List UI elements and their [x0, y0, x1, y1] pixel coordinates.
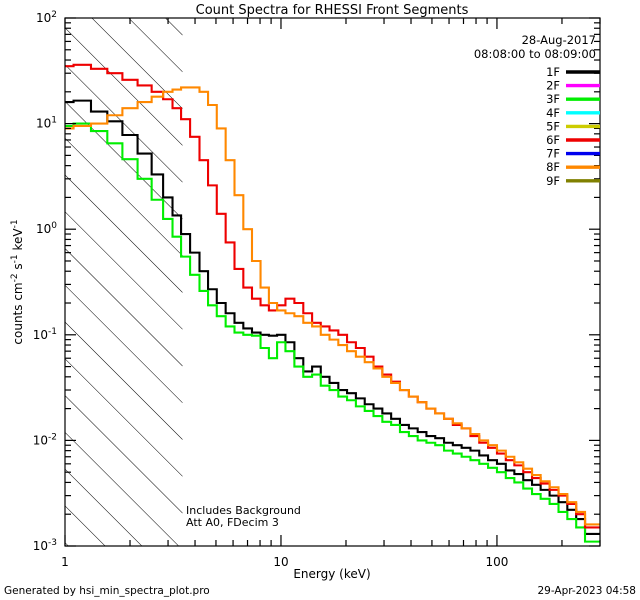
- legend-label-4F: 4F: [546, 106, 560, 120]
- x-tick-label: 100: [485, 555, 508, 569]
- legend-label-7F: 7F: [546, 147, 560, 161]
- series-line-6F: [65, 63, 600, 529]
- legend-label-6F: 6F: [546, 133, 560, 147]
- series-line-1F: [65, 99, 600, 536]
- spectra-curves: [65, 63, 600, 543]
- legend-label-2F: 2F: [546, 79, 560, 93]
- svg-text:counts cm-2 s-1 keV-1: counts cm-2 s-1 keV-1: [10, 219, 25, 344]
- x-axis-label: Energy (keV): [293, 567, 370, 581]
- y-tick-label: 10-1: [33, 327, 57, 342]
- observation-date: 28-Aug-2017: [522, 33, 596, 47]
- x-tick-label: 10: [273, 555, 288, 569]
- page-title: Count Spectra for RHESSI Front Segments: [196, 3, 469, 18]
- legend-label-1F: 1F: [546, 65, 560, 79]
- annotation-background: Includes Background: [186, 504, 301, 517]
- y-tick-label: 102: [36, 10, 57, 25]
- y-tick-label: 10-3: [33, 538, 57, 553]
- observation-interval: 08:08:00 to 08:09:00: [474, 47, 596, 61]
- y-tick-label: 100: [36, 221, 57, 236]
- series-line-8F: [65, 86, 600, 526]
- y-tick-label: 101: [36, 116, 57, 131]
- x-tick-label: 1: [61, 555, 69, 569]
- legend-label-3F: 3F: [546, 92, 560, 106]
- series-line-3F: [65, 122, 600, 543]
- legend-label-5F: 5F: [546, 119, 560, 133]
- excluded-energy-band: [65, 18, 183, 546]
- y-tick-label: 10-2: [33, 432, 57, 447]
- footer-generator: Generated by hsi_min_spectra_plot.pro: [4, 585, 210, 597]
- legend-label-9F: 9F: [546, 174, 560, 188]
- y-axis-ticks: 10-3 10-2 10-1 100 101 102: [33, 10, 600, 553]
- plot-frame: [64, 17, 601, 547]
- legend-label-8F: 8F: [546, 160, 560, 174]
- annotation-attenuator: Att A0, FDecim 3: [186, 516, 279, 529]
- x-axis-ticks: 1 10 100: [61, 18, 601, 569]
- y-axis-label: counts cm-2 s-1 keV-1: [10, 219, 25, 344]
- footer-timestamp: 29-Apr-2023 04:58: [537, 585, 636, 597]
